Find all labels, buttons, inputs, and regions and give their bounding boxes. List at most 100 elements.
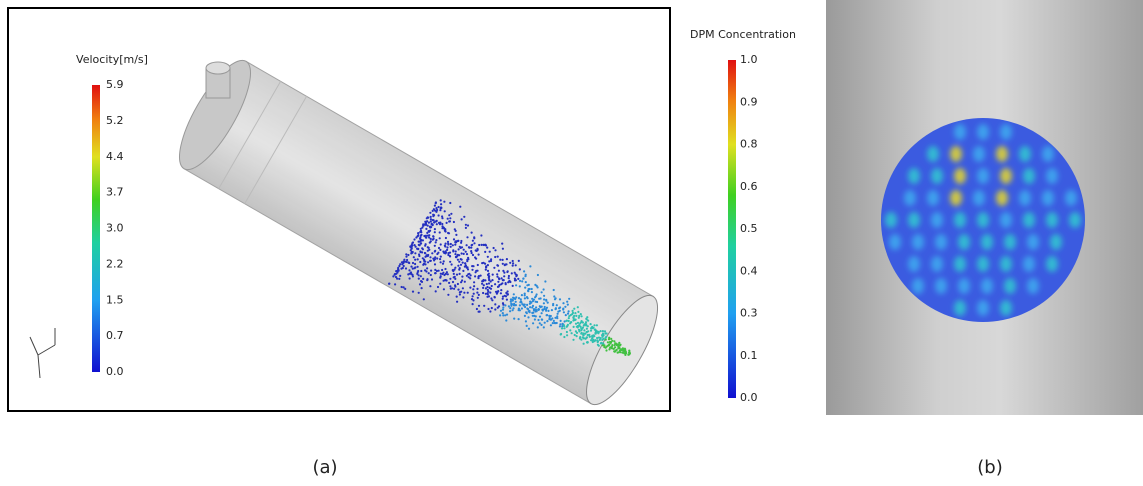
particle xyxy=(556,317,559,320)
particle xyxy=(569,329,572,332)
particle xyxy=(424,260,427,263)
particle xyxy=(456,258,459,261)
spot xyxy=(981,234,993,250)
particle xyxy=(530,301,533,304)
spot xyxy=(1000,300,1012,316)
particle xyxy=(559,323,562,326)
particle xyxy=(589,329,593,332)
particle xyxy=(422,277,425,280)
particle xyxy=(548,317,551,320)
particle xyxy=(524,273,527,276)
particle xyxy=(461,261,464,264)
particle xyxy=(444,245,447,248)
particle xyxy=(486,269,490,272)
particle xyxy=(441,225,444,228)
particle xyxy=(454,255,457,259)
particle xyxy=(596,343,600,346)
particle xyxy=(433,228,436,231)
particle xyxy=(494,249,497,252)
particle xyxy=(505,313,509,316)
particle xyxy=(449,277,452,280)
particle xyxy=(595,324,599,327)
particle xyxy=(460,281,463,284)
particle xyxy=(567,310,570,313)
particle xyxy=(412,256,415,259)
particle xyxy=(442,288,445,291)
particle xyxy=(538,297,541,300)
particle xyxy=(534,295,538,298)
particle xyxy=(513,271,516,274)
particle xyxy=(486,255,489,258)
particle xyxy=(414,245,417,248)
particle xyxy=(472,292,475,295)
particle xyxy=(428,234,431,237)
particle xyxy=(534,308,537,311)
particle xyxy=(440,203,443,206)
particle xyxy=(431,252,434,255)
particle xyxy=(421,239,424,242)
legend-label: 0.8 xyxy=(740,138,758,151)
particle xyxy=(462,248,465,251)
particle xyxy=(414,258,417,261)
particle xyxy=(417,277,420,280)
particle xyxy=(414,252,417,255)
particle xyxy=(580,331,583,335)
particle xyxy=(602,334,605,337)
particle xyxy=(458,272,461,275)
legend-label: 0.5 xyxy=(740,222,758,235)
particle xyxy=(628,351,631,354)
particle xyxy=(417,291,420,294)
spot xyxy=(1027,278,1039,294)
particle xyxy=(424,220,427,223)
particle xyxy=(499,258,502,261)
particle xyxy=(614,346,617,349)
particle xyxy=(504,295,508,298)
particle xyxy=(619,351,622,354)
particle xyxy=(419,229,423,232)
particle xyxy=(454,277,457,280)
particle xyxy=(429,218,432,221)
particle xyxy=(416,272,419,275)
concentration-spots xyxy=(885,124,1081,316)
particle xyxy=(487,276,490,279)
particle xyxy=(515,274,518,277)
particle xyxy=(573,307,576,310)
particle xyxy=(570,332,573,335)
particle xyxy=(426,224,429,227)
particle xyxy=(459,263,463,266)
particle xyxy=(524,320,528,323)
particle xyxy=(454,266,457,269)
particle xyxy=(477,293,480,296)
particle xyxy=(511,299,514,302)
particle xyxy=(580,327,584,330)
particle xyxy=(583,329,586,332)
spot xyxy=(1000,168,1012,184)
particle xyxy=(484,287,487,290)
particle xyxy=(448,214,451,217)
particle xyxy=(501,295,505,298)
particle xyxy=(540,312,543,315)
particle xyxy=(614,342,617,345)
particle xyxy=(496,264,500,267)
particle xyxy=(443,200,446,203)
particle xyxy=(518,309,522,312)
particle xyxy=(424,223,427,226)
particle xyxy=(577,310,580,313)
particle xyxy=(449,201,452,205)
particle xyxy=(601,342,605,345)
particle xyxy=(426,220,429,223)
particle xyxy=(442,260,445,263)
particle xyxy=(493,266,496,269)
particle xyxy=(398,277,401,280)
particle xyxy=(510,304,513,307)
particle xyxy=(498,278,501,281)
particle xyxy=(554,316,557,319)
particle xyxy=(482,261,485,264)
particle xyxy=(494,308,497,311)
spot xyxy=(954,168,966,184)
particle xyxy=(526,307,529,310)
spot xyxy=(977,256,989,272)
particle xyxy=(476,248,479,251)
particle xyxy=(430,278,434,281)
